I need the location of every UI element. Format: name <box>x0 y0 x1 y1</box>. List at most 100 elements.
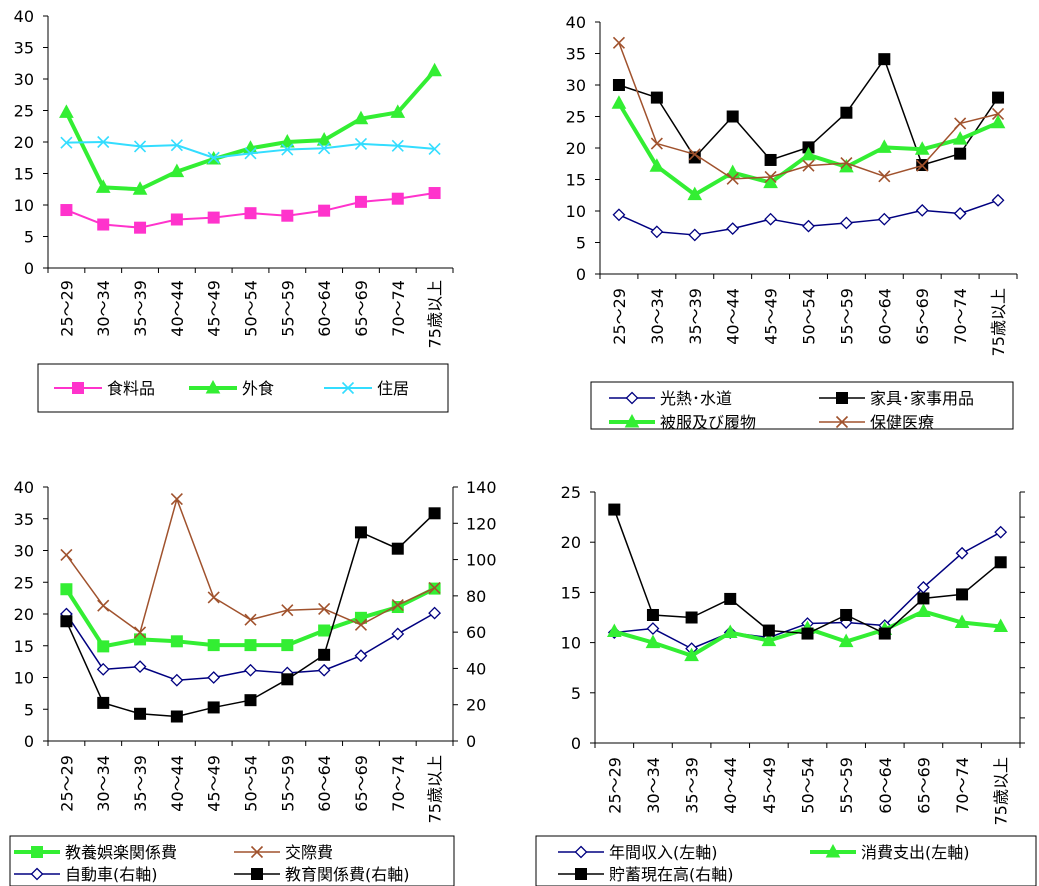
chart-3: 0 5 10 15 20 25 30 35 40 0 20 40 60 80 100 120 140 25～29 3… <box>9 478 497 886</box>
y-tick-label: 20 <box>561 533 581 552</box>
data-point <box>684 647 699 662</box>
data-point <box>838 633 854 648</box>
x-tick-label: 30～34 <box>94 755 113 812</box>
data-point <box>97 640 110 653</box>
data-point <box>279 133 295 148</box>
data-point <box>606 623 622 638</box>
series-3 <box>59 606 442 687</box>
data-point <box>991 193 1005 207</box>
data-point <box>839 216 853 230</box>
y-tick-label: 35 <box>566 45 586 64</box>
series-line <box>64 69 437 192</box>
x-tick-label: 60～64 <box>875 288 894 345</box>
data-point <box>646 608 659 621</box>
data-point <box>953 207 967 220</box>
x-tick-label: 35～39 <box>131 280 150 337</box>
data-point <box>244 694 257 707</box>
legend-marker <box>836 392 848 404</box>
data-point <box>952 131 968 145</box>
data-point <box>134 707 147 720</box>
data-point <box>954 117 967 130</box>
legend-marker <box>72 382 84 394</box>
legend-marker <box>835 415 849 429</box>
data-point <box>134 221 147 234</box>
data-point <box>244 613 257 626</box>
data-point <box>878 53 891 66</box>
data-point <box>611 95 627 109</box>
legend-label: 外食 <box>242 379 274 398</box>
x-tick-label: 60～64 <box>315 755 334 812</box>
series-4 <box>612 36 1005 185</box>
data-point <box>878 170 891 183</box>
legend-marker <box>341 381 355 395</box>
data-point <box>318 648 331 661</box>
data-point <box>877 212 891 226</box>
data-point <box>317 663 331 677</box>
y-tick-label: 20 <box>566 139 586 158</box>
series-2 <box>59 62 442 195</box>
data-point <box>876 139 892 153</box>
y-tick-label: 15 <box>561 583 581 602</box>
series-3 <box>611 95 1006 201</box>
series-1 <box>60 582 441 653</box>
data-point <box>802 159 815 172</box>
legend-box <box>535 835 1037 886</box>
data-point <box>390 104 406 118</box>
data-point <box>207 211 220 224</box>
x-tick-label: 65～69 <box>352 755 371 812</box>
x-tick-label: 50～54 <box>242 755 261 812</box>
data-point <box>133 660 147 674</box>
series-3 <box>608 503 1007 640</box>
series-line <box>64 586 436 649</box>
legend-label: 教育関係費(右軸) <box>285 865 410 884</box>
y-tick-label: 0 <box>571 734 581 753</box>
data-point <box>132 181 148 195</box>
data-point <box>612 79 625 91</box>
data-point <box>354 649 368 663</box>
data-point <box>170 710 183 723</box>
data-point <box>955 546 969 560</box>
data-point <box>60 615 73 628</box>
x-tick-label: 75歳以上 <box>426 280 445 348</box>
data-point <box>990 114 1006 129</box>
data-point <box>612 36 626 49</box>
data-point <box>764 212 778 226</box>
legend-label: 年間収入(左軸) <box>609 843 718 862</box>
x-tick-label: 65～69 <box>914 757 933 814</box>
data-point <box>60 583 73 596</box>
x-tick-label: 55～59 <box>837 757 856 814</box>
data-point <box>391 542 404 555</box>
y-tick-label: 20 <box>14 133 34 152</box>
y-tick-label: 10 <box>14 196 34 215</box>
data-point <box>649 158 665 172</box>
y-tick-label: 25 <box>566 108 586 127</box>
legend: 年間収入(左軸) 消費支出(左軸) 貯蓄現在高(右軸) <box>535 835 1037 886</box>
y2-tick-label: 20 <box>466 696 486 715</box>
data-point <box>170 673 184 687</box>
data-point <box>60 204 73 217</box>
y-tick-label: 40 <box>14 478 34 497</box>
data-point <box>608 503 621 516</box>
data-point <box>281 604 294 617</box>
data-point <box>801 627 814 640</box>
legend-marker <box>250 845 264 859</box>
data-point <box>207 591 220 604</box>
data-point <box>169 163 185 178</box>
data-point <box>281 143 294 156</box>
legend-item: 教養娯楽関係費 <box>14 843 177 862</box>
x-tick-label: 25～29 <box>57 755 76 812</box>
legend-label: 貯蓄現在高(右軸) <box>609 865 734 884</box>
x-tick-label: 75歳以上 <box>426 755 445 823</box>
x-tick-label: 45～49 <box>205 280 224 337</box>
data-point <box>207 151 220 164</box>
x-tick-label: 30～34 <box>648 288 667 345</box>
data-point <box>954 614 970 629</box>
series-1 <box>60 187 441 234</box>
series-4 <box>60 507 441 723</box>
data-point <box>991 107 1005 121</box>
x-tick-label: 35～39 <box>686 288 705 345</box>
y2-tick-label: 0 <box>466 732 476 751</box>
legend-box <box>9 835 455 886</box>
data-point <box>391 192 404 205</box>
data-point <box>914 141 930 155</box>
